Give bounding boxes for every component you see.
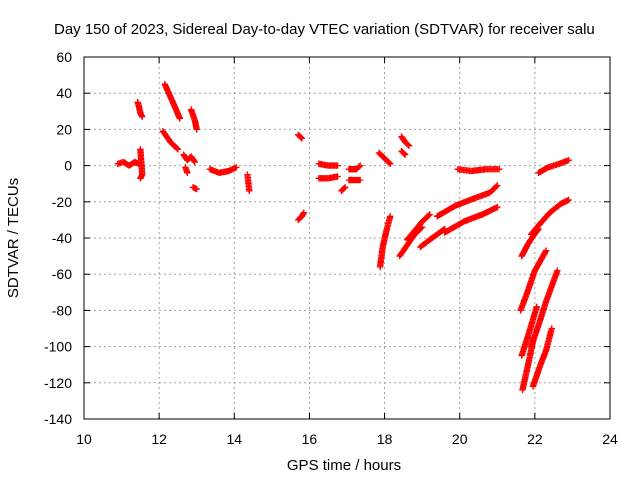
- series-track-15.75: [295, 209, 307, 224]
- series-track-12.95: [189, 184, 200, 193]
- data-point-markers: [345, 176, 364, 184]
- data-point-markers: [161, 80, 183, 122]
- series-track-17.1: [345, 162, 364, 173]
- x-tick-label: 10: [76, 431, 92, 447]
- y-tick-label: 20: [56, 121, 72, 137]
- series-track-18.6: [403, 211, 433, 243]
- data-point-markers: [315, 160, 341, 169]
- data-point-markers: [454, 166, 503, 175]
- series-track-21.9c: [527, 267, 561, 350]
- series-track-18.5: [398, 133, 413, 149]
- series-track-16.9: [338, 184, 349, 195]
- series-track-22.0: [529, 325, 555, 390]
- data-point-markers: [189, 184, 200, 193]
- y-axis-title: SDTVAR / TECUs: [5, 178, 22, 298]
- data-point-markers: [403, 211, 433, 243]
- data-point-markers: [244, 171, 253, 195]
- y-tick-label: -140: [44, 411, 72, 427]
- data-point-markers: [376, 213, 394, 271]
- data-point-markers: [441, 204, 501, 236]
- x-tick-label: 12: [151, 431, 167, 447]
- data-point-markers: [518, 303, 540, 359]
- y-tick-label: -120: [44, 375, 72, 391]
- series-track-17.9b: [376, 213, 394, 271]
- data-point-markers: [518, 225, 542, 260]
- y-tick-label: 0: [64, 158, 72, 174]
- data-point-markers: [398, 133, 413, 149]
- y-tick-label: -100: [44, 339, 72, 355]
- data-point-markers: [417, 225, 448, 251]
- data-point-markers: [206, 164, 240, 176]
- data-point-markers: [295, 209, 307, 224]
- tick-labels: 10 12 14 16 18 20 22 24 -140 -120 -100 -80 -60 -40 -20…: [44, 49, 618, 447]
- series-track-11.5b: [137, 146, 146, 182]
- data-point-markers: [434, 182, 501, 220]
- series-track-19.0: [417, 225, 448, 251]
- series-track-12.7b: [182, 164, 191, 176]
- series-track-22.1: [535, 157, 572, 176]
- series-track-18.55: [398, 147, 409, 158]
- x-tick-label: 14: [226, 431, 242, 447]
- series-track-11.0: [114, 158, 142, 169]
- data-point-markers: [180, 151, 198, 166]
- series-track-14.2: [244, 171, 253, 195]
- series-track-15.7: [295, 131, 306, 142]
- data-point-markers: [315, 173, 341, 182]
- y-tick-label: 40: [56, 85, 72, 101]
- data-point-markers: [338, 184, 349, 195]
- x-tick-label: 18: [377, 431, 393, 447]
- data-point-markers: [396, 223, 426, 260]
- series-track-12.9: [187, 106, 200, 133]
- series-track-17.9: [375, 149, 394, 167]
- y-tick-label: 60: [56, 49, 72, 65]
- series-track-21.7: [518, 225, 542, 260]
- series-track-16.3: [315, 160, 341, 169]
- ticks-layer: [83, 56, 611, 420]
- data-point-markers: [114, 158, 142, 169]
- series-track-21.6: [517, 247, 550, 314]
- y-tick-label: -60: [52, 266, 72, 282]
- data-point-markers: [182, 164, 191, 176]
- grid-layer: [84, 57, 610, 419]
- series-track-20.0: [454, 166, 503, 175]
- data-point-markers: [134, 99, 146, 120]
- y-tick-label: -80: [52, 302, 72, 318]
- data-point-markers: [345, 162, 364, 173]
- series-track-16.3b: [315, 173, 341, 182]
- series-track-21.65: [518, 303, 540, 359]
- data-point-markers: [375, 149, 394, 167]
- data-point-markers: [137, 146, 146, 182]
- series-track-21.9: [527, 196, 572, 238]
- data-point-markers: [529, 325, 555, 390]
- data-point-markers: [159, 128, 182, 153]
- data-point-markers: [535, 157, 572, 176]
- series-track-12.2: [159, 128, 182, 153]
- x-tick-label: 22: [527, 431, 543, 447]
- x-tick-label: 20: [452, 431, 468, 447]
- marks-layer: [114, 80, 572, 394]
- series-track-18.4: [396, 223, 426, 260]
- series-track-19.3: [434, 182, 501, 220]
- x-axis-title: GPS time / hours: [287, 457, 401, 474]
- series-track-12.1: [161, 80, 183, 122]
- series-track-12.7: [180, 151, 198, 166]
- x-tick-label: 16: [302, 431, 318, 447]
- series-track-13.4: [206, 164, 240, 176]
- data-point-markers: [187, 106, 200, 133]
- y-tick-label: -40: [52, 230, 72, 246]
- data-point-markers: [527, 196, 572, 238]
- y-tick-label: -20: [52, 194, 72, 210]
- data-point-markers: [517, 247, 550, 314]
- x-tick-label: 24: [602, 431, 618, 447]
- data-point-markers: [295, 131, 306, 142]
- series-track-19.6: [441, 204, 501, 236]
- data-point-markers: [398, 147, 409, 158]
- chart-title: Day 150 of 2023, Sidereal Day-to-day VTE…: [54, 21, 595, 38]
- data-point-markers: [527, 267, 561, 350]
- series-track-11.45: [134, 99, 146, 120]
- series-track-17.2: [345, 176, 364, 184]
